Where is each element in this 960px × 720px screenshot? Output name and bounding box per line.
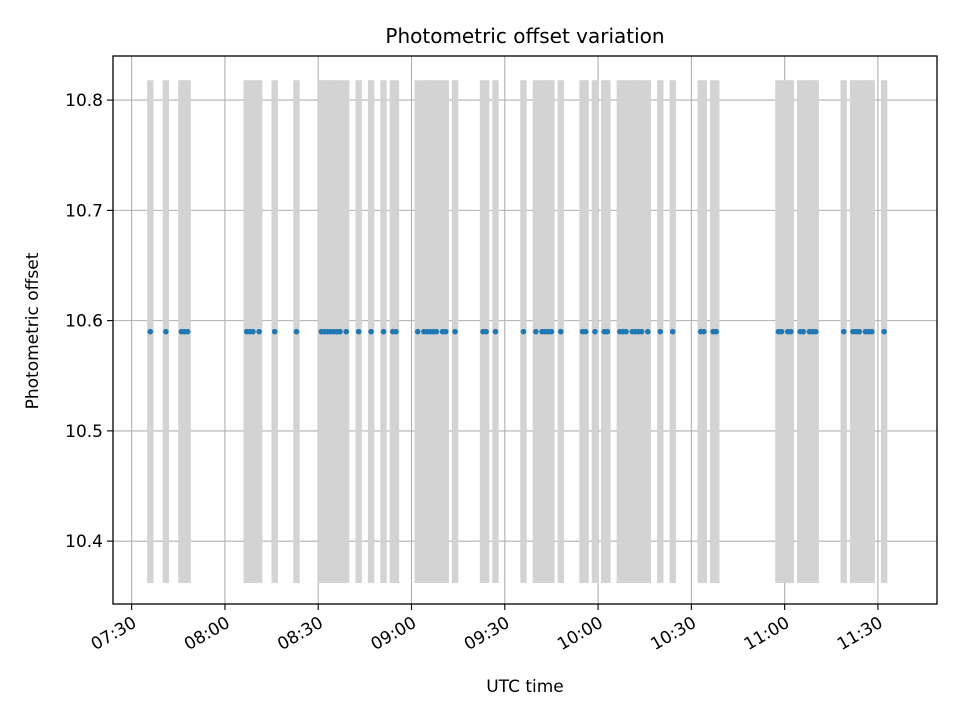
data-point <box>856 328 863 335</box>
data-point <box>592 328 598 335</box>
x-tick-label: 11:30 <box>834 613 886 655</box>
data-point <box>812 328 819 335</box>
y-axis: 10.4 10.5 10.6 10.7 10.8 <box>65 91 113 552</box>
data-point <box>548 328 555 335</box>
x-tick-label: 07:30 <box>88 613 140 655</box>
data-point <box>337 328 343 335</box>
plot-frame <box>112 55 938 605</box>
y-tick-label: 10.4 <box>65 532 103 552</box>
data-point <box>778 328 785 335</box>
data-point <box>250 328 256 335</box>
data-point <box>483 328 489 335</box>
x-tick-label: 09:00 <box>368 613 420 655</box>
x-tick-label: 10:30 <box>647 613 699 655</box>
data-point <box>669 328 676 335</box>
data-point <box>638 328 645 335</box>
data-point <box>368 328 374 335</box>
x-tick-label: 10:00 <box>554 613 606 655</box>
data-point <box>657 328 664 335</box>
data-point <box>492 328 499 335</box>
data-point <box>840 328 847 335</box>
data-point <box>533 328 539 335</box>
data-point <box>800 328 807 335</box>
data-point <box>163 328 169 335</box>
y-tick-label: 10.5 <box>65 422 103 442</box>
data-point <box>788 328 794 335</box>
data-point <box>604 328 611 335</box>
data-point <box>293 328 300 335</box>
x-tick-label: 08:30 <box>274 613 326 655</box>
x-axis: 07:30 08:00 08:30 09:00 09:30 10:00 10:30 11:00… <box>88 604 886 655</box>
data-point <box>343 328 350 335</box>
data-point <box>414 328 421 335</box>
data-point <box>256 328 262 335</box>
x-tick-label: 08:00 <box>181 613 233 655</box>
data-point <box>700 328 707 335</box>
data-point <box>713 328 720 335</box>
data-point <box>147 328 154 335</box>
chart-title: Photometric offset variation <box>385 24 664 48</box>
data-point <box>868 328 875 335</box>
x-axis-label: UTC time <box>486 677 564 697</box>
data-point <box>442 328 449 335</box>
x-tick-label: 09:30 <box>461 613 513 655</box>
data-point <box>355 328 362 335</box>
data-points <box>147 328 887 335</box>
data-point <box>452 328 458 335</box>
data-point <box>557 328 564 335</box>
data-point <box>433 328 440 335</box>
data-point <box>271 328 278 335</box>
y-tick-label: 10.8 <box>65 91 103 111</box>
data-point <box>881 328 887 335</box>
y-tick-label: 10.7 <box>65 201 103 221</box>
data-point <box>184 328 191 335</box>
x-tick-label: 11:00 <box>741 613 793 655</box>
y-axis-label: Photometric offset <box>23 252 43 409</box>
data-point <box>380 328 387 335</box>
data-point <box>623 328 629 335</box>
data-point <box>520 328 527 335</box>
y-tick-label: 10.6 <box>65 312 103 332</box>
data-point <box>582 328 589 335</box>
data-point <box>645 328 651 335</box>
data-point <box>393 328 399 335</box>
